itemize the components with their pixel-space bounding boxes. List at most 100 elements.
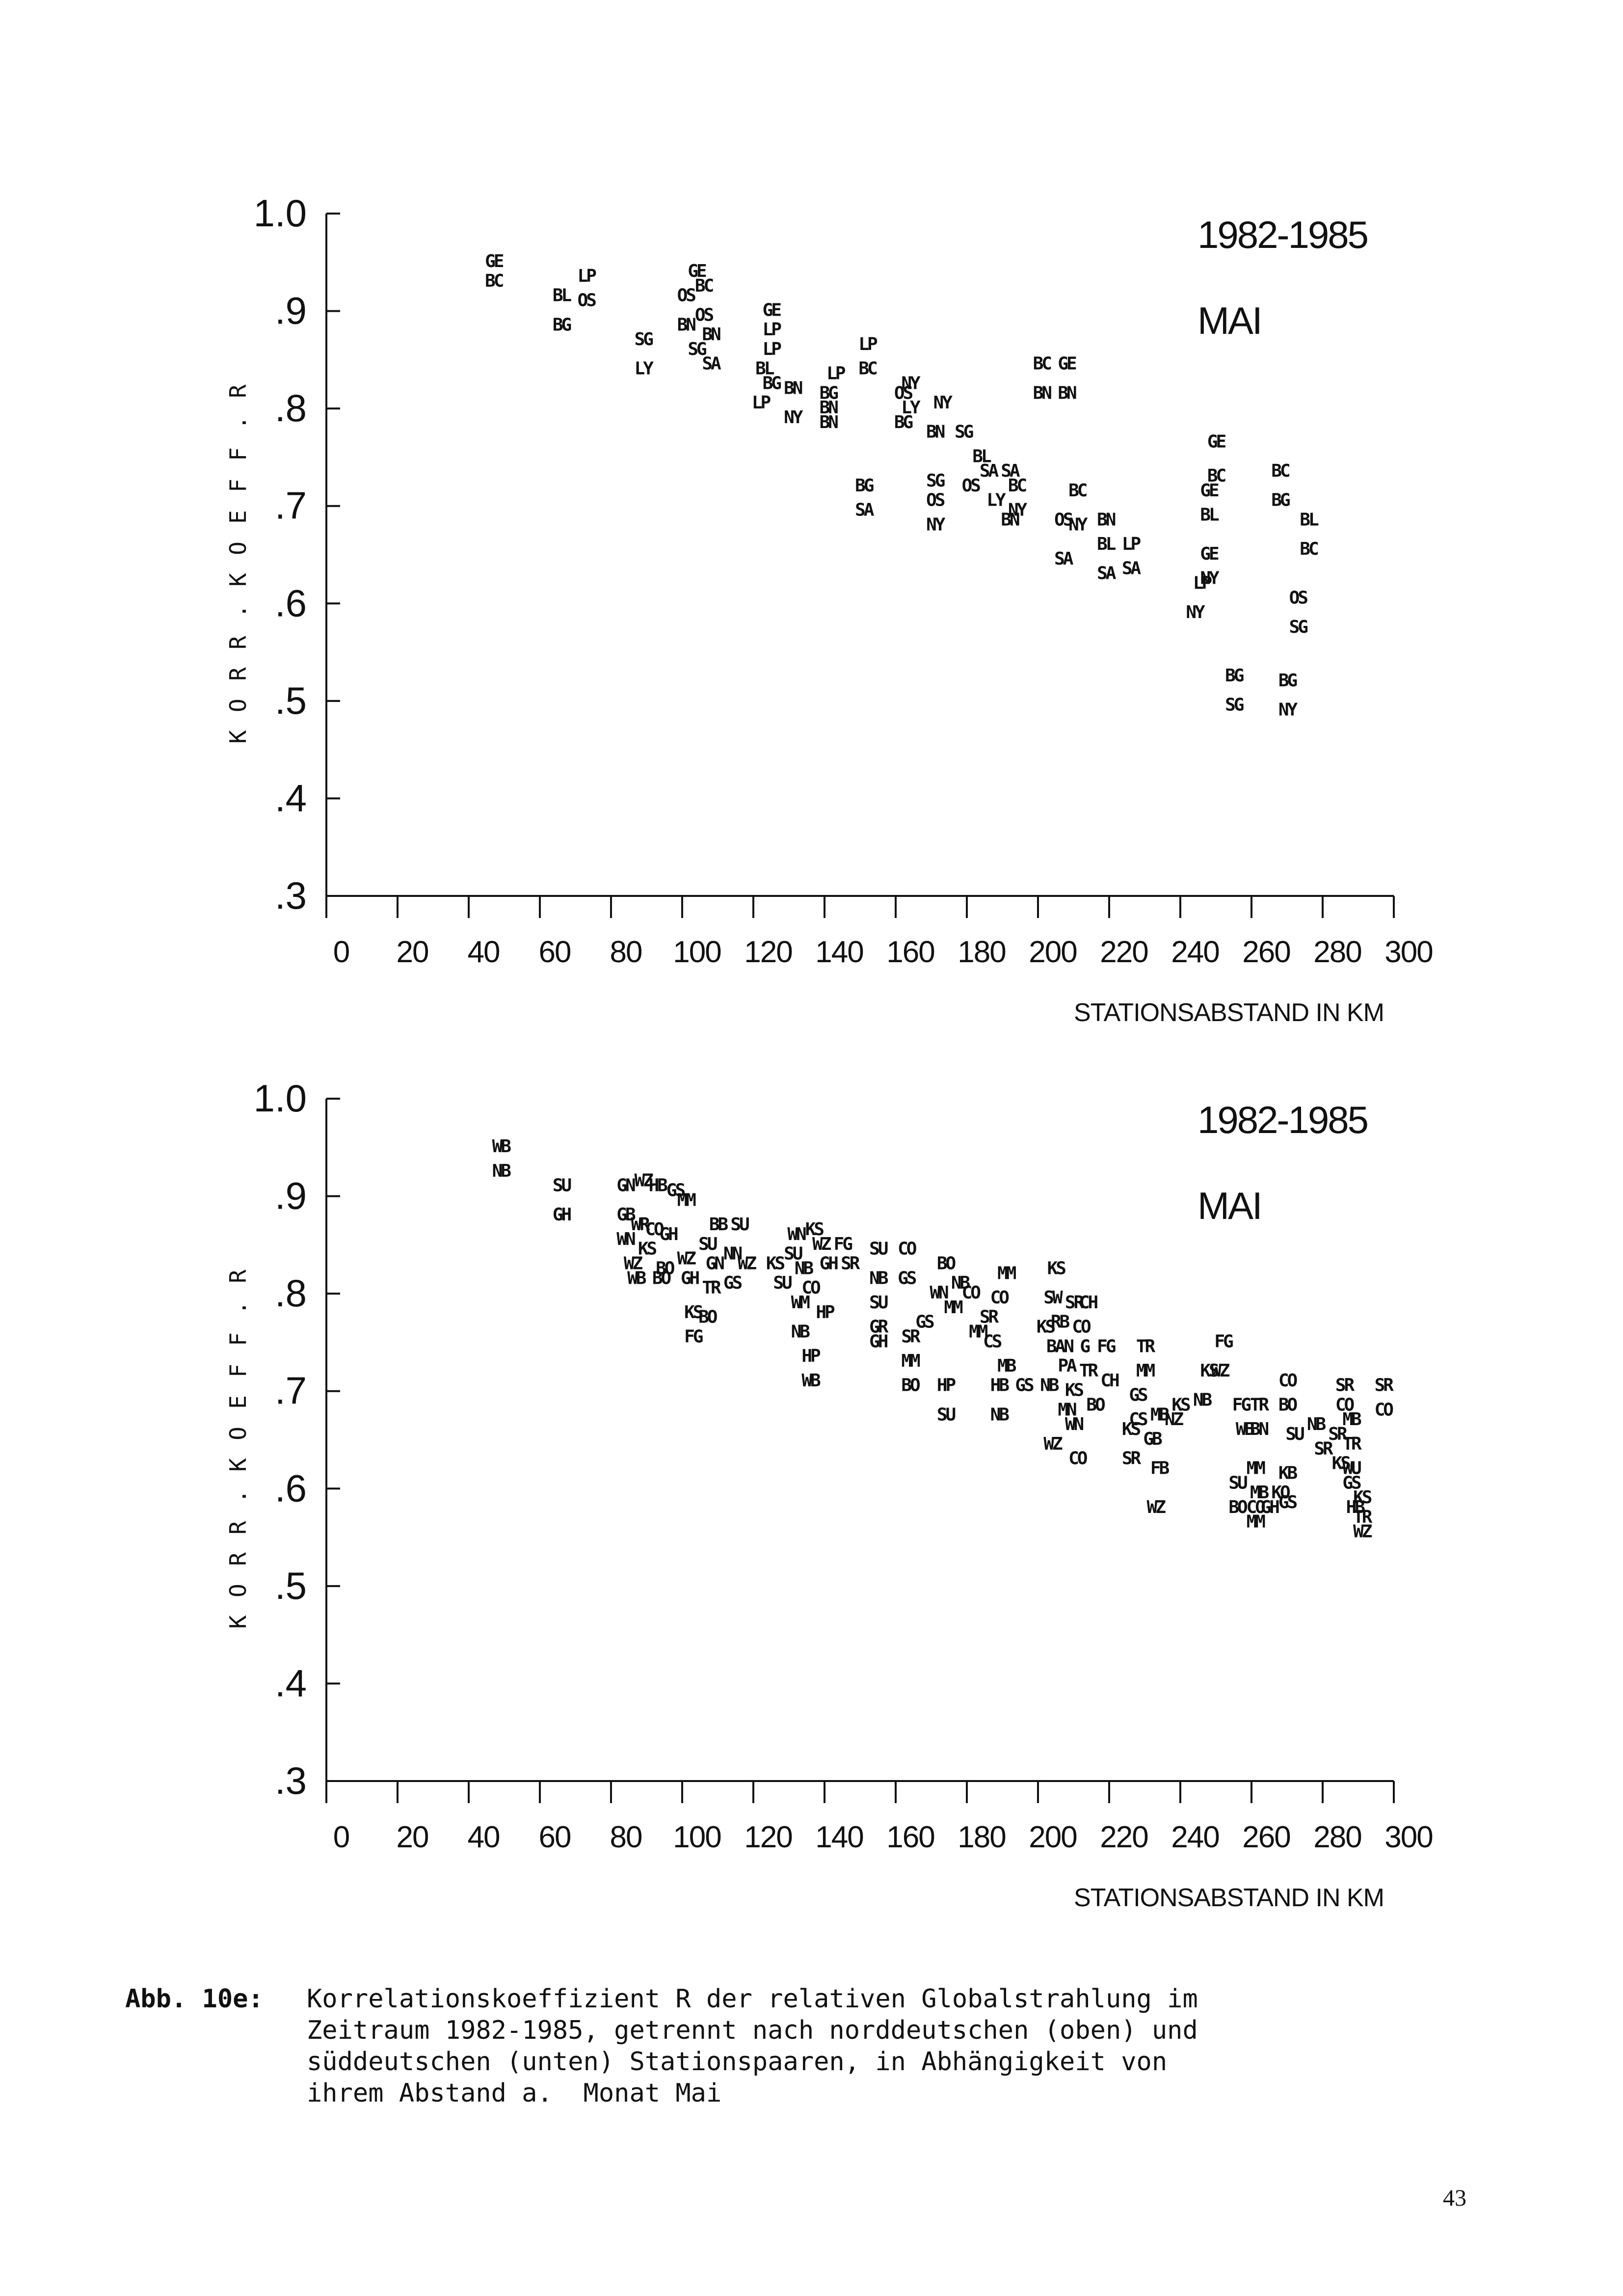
data-point-label: KS: [638, 1239, 657, 1259]
data-point-label: CO: [962, 1283, 981, 1303]
annotation-month: MAI: [1197, 299, 1261, 342]
y-axis-label-char: R: [225, 667, 251, 681]
data-point-label: SU: [784, 1244, 802, 1264]
y-axis-label-char: R: [225, 1552, 251, 1566]
x-tick-label: 120: [744, 1820, 792, 1854]
data-point-label: BN: [926, 422, 945, 442]
data-point-label: BB: [709, 1215, 728, 1235]
y-tick-label: .9: [275, 289, 307, 332]
data-point-label: SA: [1122, 559, 1142, 579]
data-point-label: LP: [826, 364, 846, 384]
y-axis-label-char: K: [225, 1458, 251, 1472]
x-tick-label: 120: [744, 935, 792, 969]
y-axis-label-char: .: [225, 1489, 251, 1503]
data-point-label: BC: [1033, 354, 1051, 374]
data-point-label: SR: [841, 1254, 860, 1274]
scatter-chart-south: .3 .4 .5 .6 .7 .8 .9 1.0 0 20 40 60 80 100 120 140 160 18…: [225, 1077, 1434, 1912]
data-point-label: BO: [901, 1376, 920, 1396]
data-point-label: NB: [795, 1258, 814, 1278]
data-point-label: SU: [1285, 1424, 1304, 1444]
data-point-label: CH: [1079, 1293, 1098, 1313]
data-point-label: TR: [1136, 1336, 1156, 1356]
data-point-label: TR: [1342, 1434, 1362, 1454]
data-point-label: KS: [1171, 1395, 1190, 1415]
data-point-label: MM: [944, 1297, 963, 1318]
data-point-label: SG: [1225, 695, 1244, 715]
data-point-label: BAN: [1046, 1336, 1073, 1356]
data-point-label: GH: [681, 1268, 699, 1288]
data-point-label: HP: [937, 1376, 956, 1396]
data-point-label: NB: [990, 1405, 1010, 1425]
x-tick-label: 60: [539, 935, 571, 969]
data-point-label: GS: [898, 1268, 916, 1288]
data-point-label: KS: [1037, 1317, 1055, 1337]
data-point-label: BC: [1300, 539, 1318, 559]
data-point-label: NY: [1200, 568, 1220, 589]
data-point-label: GE: [763, 300, 781, 321]
y-axis-label-char: E: [225, 510, 251, 524]
y-axis-label-char: F: [225, 479, 251, 492]
data-point-label: NB: [791, 1322, 810, 1342]
y-axis-label-char: F: [225, 447, 251, 461]
x-tick-label: 300: [1384, 935, 1433, 969]
x-tick-label: 100: [673, 935, 721, 969]
data-point-label: BG: [894, 412, 913, 432]
data-point-label: MN: [1058, 1400, 1076, 1420]
data-point-label: GH: [659, 1224, 678, 1244]
caption-line: Korrelationskoeffizient R der relativen …: [307, 1984, 1198, 2014]
data-point-label: GN: [706, 1254, 724, 1274]
data-point-label: BL: [1200, 505, 1219, 525]
data-point-label: GB: [1143, 1429, 1162, 1449]
data-point-label: SR: [980, 1307, 999, 1327]
data-point-label: SU: [869, 1293, 888, 1313]
data-point-label: KS: [1353, 1487, 1372, 1508]
data-point-label: HP: [801, 1346, 821, 1366]
x-tick-label: 140: [815, 935, 863, 969]
data-point-label: BG: [855, 476, 874, 496]
x-tick-label: 100: [673, 1820, 721, 1854]
y-tick-label: .3: [275, 1759, 307, 1802]
data-point-label: CH: [1100, 1371, 1119, 1391]
y-axis-label-char: F: [225, 1364, 251, 1378]
data-point-label: BN: [784, 378, 802, 398]
data-point-label: GS: [1129, 1385, 1147, 1405]
x-tick-label: 20: [397, 1820, 428, 1854]
data-point-label: SU: [730, 1215, 749, 1235]
data-point-label: GE: [1200, 481, 1219, 501]
data-point-label: BL: [1097, 534, 1116, 554]
caption-label: Abb. 10e:: [125, 1984, 264, 2014]
data-point-label: BN: [1058, 383, 1076, 403]
data-point-label: SG: [926, 471, 945, 491]
data-point-label: SR: [1122, 1449, 1142, 1469]
data-point-label: WB: [627, 1268, 646, 1288]
data-point-label: OS: [894, 383, 913, 403]
data-point-label: BO: [652, 1268, 671, 1288]
page-number: 43: [1443, 2185, 1466, 2211]
data-point-label: MM: [1136, 1361, 1155, 1381]
data-point-label: BO: [1278, 1395, 1298, 1415]
data-point-label: KS: [1200, 1361, 1219, 1381]
data-point-label: SU: [773, 1273, 792, 1293]
data-point-label: WB: [801, 1371, 821, 1391]
data-point-label: OS: [962, 476, 981, 496]
x-tick-label: 180: [958, 935, 1006, 969]
x-tick-label: 200: [1029, 1820, 1077, 1854]
data-point-label: BO: [1086, 1395, 1105, 1415]
x-tick-label: 260: [1242, 1820, 1290, 1854]
x-tick-label: 240: [1171, 935, 1219, 969]
data-point-label: PA: [1058, 1356, 1077, 1376]
x-axis-title: STATIONSABSTAND IN KM: [1074, 999, 1384, 1027]
y-axis-label-char: R: [225, 636, 251, 649]
data-point-label: FG: [834, 1234, 852, 1254]
y-tick-label: .7: [275, 484, 307, 527]
y-axis-label-char: O: [225, 699, 251, 712]
data-point-label: NY: [784, 407, 803, 428]
data-point-label: OS: [578, 291, 596, 311]
y-axis-label-char: R: [225, 1270, 251, 1283]
data-point-label: NY: [933, 393, 953, 413]
y-axis-label-char: E: [225, 1395, 251, 1409]
caption-line: süddeutschen (unten) Stationspaaren, in …: [307, 2047, 1168, 2077]
caption-line: Zeitraum 1982-1985, getrennt nach nordde…: [307, 2016, 1198, 2045]
data-point-label: GS: [1342, 1473, 1361, 1493]
data-point-label: OS: [695, 305, 714, 325]
